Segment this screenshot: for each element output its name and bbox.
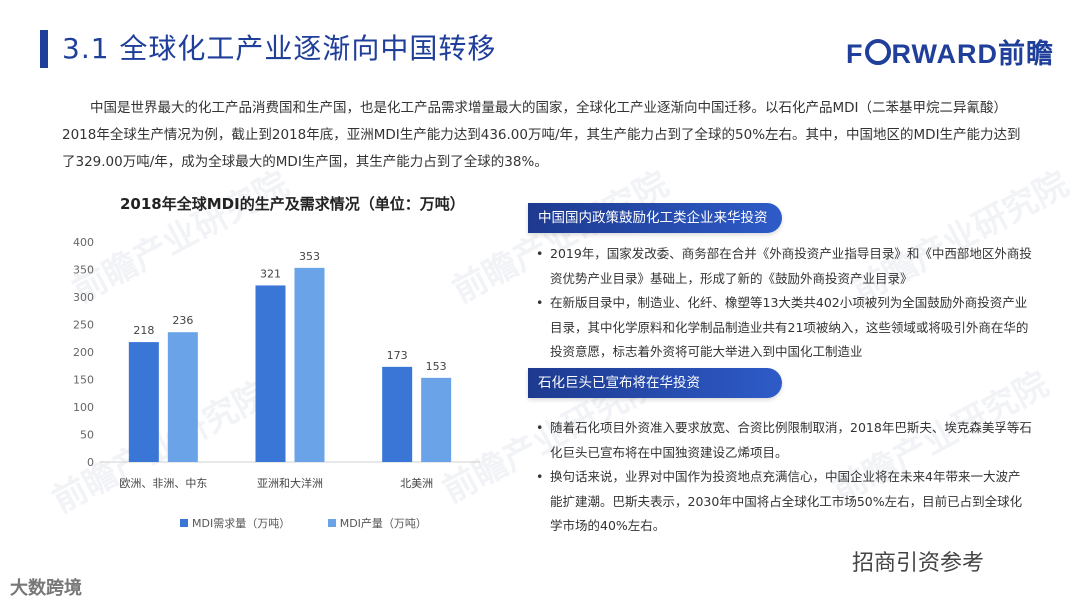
list-item: • 在新版目录中，制造业、化纤、橡塑等13大类共402小项被列为全国鼓励外商投资产…: [532, 291, 1032, 365]
investment-bullet-list: • 随着石化项目外资准入要求放宽、合资比例限制取消，2018年巴斯夫、埃克森美孚等…: [532, 416, 1032, 539]
logo-o-ring: [864, 39, 891, 65]
y-tick-label: 200: [73, 346, 94, 359]
bar: [382, 366, 413, 462]
legend-label-production: MDI产量（万吨）: [339, 517, 427, 530]
bullet-text: 换句话来说，业界对中国作为投资地点充满信心，中国企业将在未来4年带来一大波产能扩…: [550, 469, 1023, 533]
title-accent-bar: [40, 30, 48, 68]
data-label: 218: [133, 324, 154, 337]
section-heading-policy: 中国国内政策鼓励化工类企业来华投资: [528, 203, 782, 233]
y-tick-label: 50: [80, 429, 94, 442]
y-tick-label: 300: [73, 291, 94, 304]
bar: [255, 285, 286, 462]
data-label: 353: [299, 250, 320, 263]
data-label: 236: [172, 314, 193, 327]
bullet-dot: •: [536, 246, 544, 261]
bar: [167, 332, 198, 462]
forward-logo: F RWARD前瞻: [846, 32, 1054, 71]
x-tick-label: 亚洲和大洋洲: [257, 476, 323, 490]
wechat-account-label: 招商引资参考: [852, 551, 985, 576]
bullet-text: 2019年，国家发改委、商务部在合并《外商投资产业指导目录》和《中西部地区外商投…: [550, 246, 1032, 286]
y-tick-label: 400: [73, 236, 94, 249]
bar: [128, 342, 159, 462]
y-tick-label: 100: [73, 401, 94, 414]
legend-swatch-demand: [180, 519, 188, 527]
list-item: • 换句话来说，业界对中国作为投资地点充满信心，中国企业将在未来4年带来一大波产能…: [532, 465, 1032, 539]
y-tick-label: 150: [73, 374, 94, 387]
bar: [421, 377, 452, 462]
legend-swatch-production: [327, 519, 336, 527]
policy-bullet-list: • 2019年，国家发改委、商务部在合并《外商投资产业指导目录》和《中西部地区外商…: [532, 242, 1032, 365]
bigdata-logo: 大数跨境: [10, 578, 82, 599]
x-tick-label: 欧洲、非洲、中东: [119, 477, 207, 490]
logo-text-post: RWARD前瞻: [891, 39, 1055, 69]
intro-paragraph: 中国是世界最大的化工产品消费国和生产国，也是化工产品需求增量最大的国家，全球化工…: [62, 95, 1022, 176]
section-heading-investment: 石化巨头已宣布将在华投资: [528, 368, 782, 398]
x-tick-label: 北美洲: [400, 477, 433, 490]
chart-legend: MDI需求量（万吨） MDI产量（万吨）: [180, 515, 461, 531]
y-tick-label: 0: [87, 456, 94, 469]
y-tick-label: 350: [73, 264, 94, 277]
data-label: 153: [426, 360, 447, 373]
logo-text-pre: F: [846, 39, 864, 69]
list-item: • 2019年，国家发改委、商务部在合并《外商投资产业指导目录》和《中西部地区外商…: [532, 242, 1032, 291]
legend-item-demand: MDI需求量（万吨）: [180, 517, 290, 530]
bullet-text: 随着石化项目外资准入要求放宽、合资比例限制取消，2018年巴斯夫、埃克森美孚等石…: [550, 420, 1032, 460]
bullet-dot: •: [536, 295, 544, 310]
intro-text: 中国是世界最大的化工产品消费国和生产国，也是化工产品需求增量最大的国家，全球化工…: [62, 100, 1021, 170]
y-tick-label: 250: [73, 319, 94, 332]
legend-item-production: MDI产量（万吨）: [327, 517, 427, 530]
data-label: 321: [260, 267, 281, 280]
chart-title: 2018年全球MDI的生产及需求情况（单位：万吨）: [120, 195, 465, 213]
data-label: 173: [387, 349, 408, 362]
page-title: 3.1 全球化工产业逐渐向中国转移: [62, 32, 497, 65]
bullet-dot: •: [536, 469, 544, 484]
bullet-dot: •: [536, 420, 544, 435]
list-item: • 随着石化项目外资准入要求放宽、合资比例限制取消，2018年巴斯夫、埃克森美孚等…: [532, 416, 1032, 465]
legend-label-demand: MDI需求量（万吨）: [192, 517, 291, 530]
bar-chart: 0 50 100 150 200 250 300 350 400 218 236 欧洲、非洲、中东 32…: [73, 236, 480, 490]
bar: [294, 267, 325, 462]
bullet-text: 在新版目录中，制造业、化纤、橡塑等13大类共402小项被列为全国鼓励外商投资产业…: [550, 295, 1029, 359]
